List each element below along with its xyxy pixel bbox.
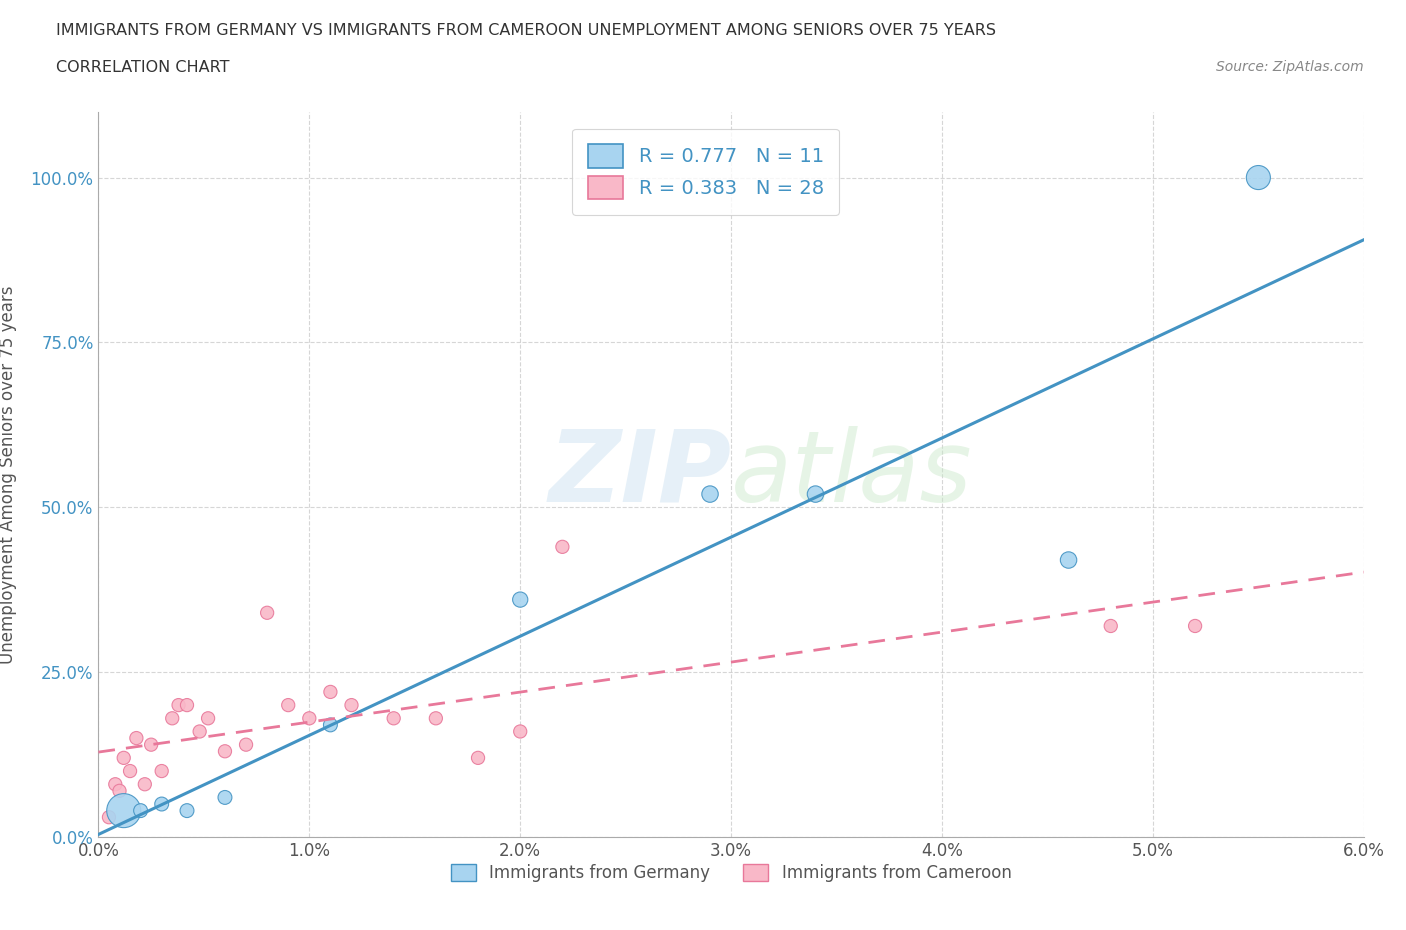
Point bbox=[176, 804, 198, 818]
Point bbox=[298, 711, 321, 725]
Point bbox=[509, 592, 531, 607]
Text: Source: ZipAtlas.com: Source: ZipAtlas.com bbox=[1216, 60, 1364, 74]
Point bbox=[1184, 618, 1206, 633]
Point bbox=[319, 684, 342, 699]
Point bbox=[340, 698, 363, 712]
Point bbox=[108, 783, 131, 798]
Point bbox=[134, 777, 156, 791]
Point bbox=[214, 744, 236, 759]
Point bbox=[98, 810, 121, 825]
Y-axis label: Unemployment Among Seniors over 75 years: Unemployment Among Seniors over 75 years bbox=[0, 286, 17, 663]
Point bbox=[150, 764, 173, 778]
Point bbox=[125, 731, 148, 746]
Point bbox=[1099, 618, 1122, 633]
Point bbox=[382, 711, 405, 725]
Point bbox=[467, 751, 489, 765]
Point bbox=[112, 804, 135, 818]
Point bbox=[319, 717, 342, 732]
Point bbox=[235, 737, 257, 752]
Point bbox=[176, 698, 198, 712]
Point bbox=[104, 777, 127, 791]
Text: IMMIGRANTS FROM GERMANY VS IMMIGRANTS FROM CAMEROON UNEMPLOYMENT AMONG SENIORS O: IMMIGRANTS FROM GERMANY VS IMMIGRANTS FR… bbox=[56, 23, 997, 38]
Point bbox=[425, 711, 447, 725]
Text: ZIP: ZIP bbox=[548, 426, 731, 523]
Point bbox=[804, 486, 827, 501]
Point bbox=[256, 605, 278, 620]
Point bbox=[141, 737, 163, 752]
Point bbox=[214, 790, 236, 804]
Point bbox=[129, 804, 152, 818]
Text: atlas: atlas bbox=[731, 426, 973, 523]
Point bbox=[197, 711, 219, 725]
Point bbox=[277, 698, 299, 712]
Point bbox=[551, 539, 574, 554]
Point bbox=[167, 698, 190, 712]
Point bbox=[1247, 170, 1270, 185]
Point bbox=[188, 724, 211, 739]
Point bbox=[1057, 552, 1080, 567]
Legend: Immigrants from Germany, Immigrants from Cameroon: Immigrants from Germany, Immigrants from… bbox=[443, 856, 1019, 890]
Point bbox=[699, 486, 721, 501]
Point bbox=[150, 797, 173, 812]
Point bbox=[120, 764, 141, 778]
Text: CORRELATION CHART: CORRELATION CHART bbox=[56, 60, 229, 75]
Point bbox=[112, 751, 135, 765]
Point bbox=[162, 711, 183, 725]
Point bbox=[509, 724, 531, 739]
